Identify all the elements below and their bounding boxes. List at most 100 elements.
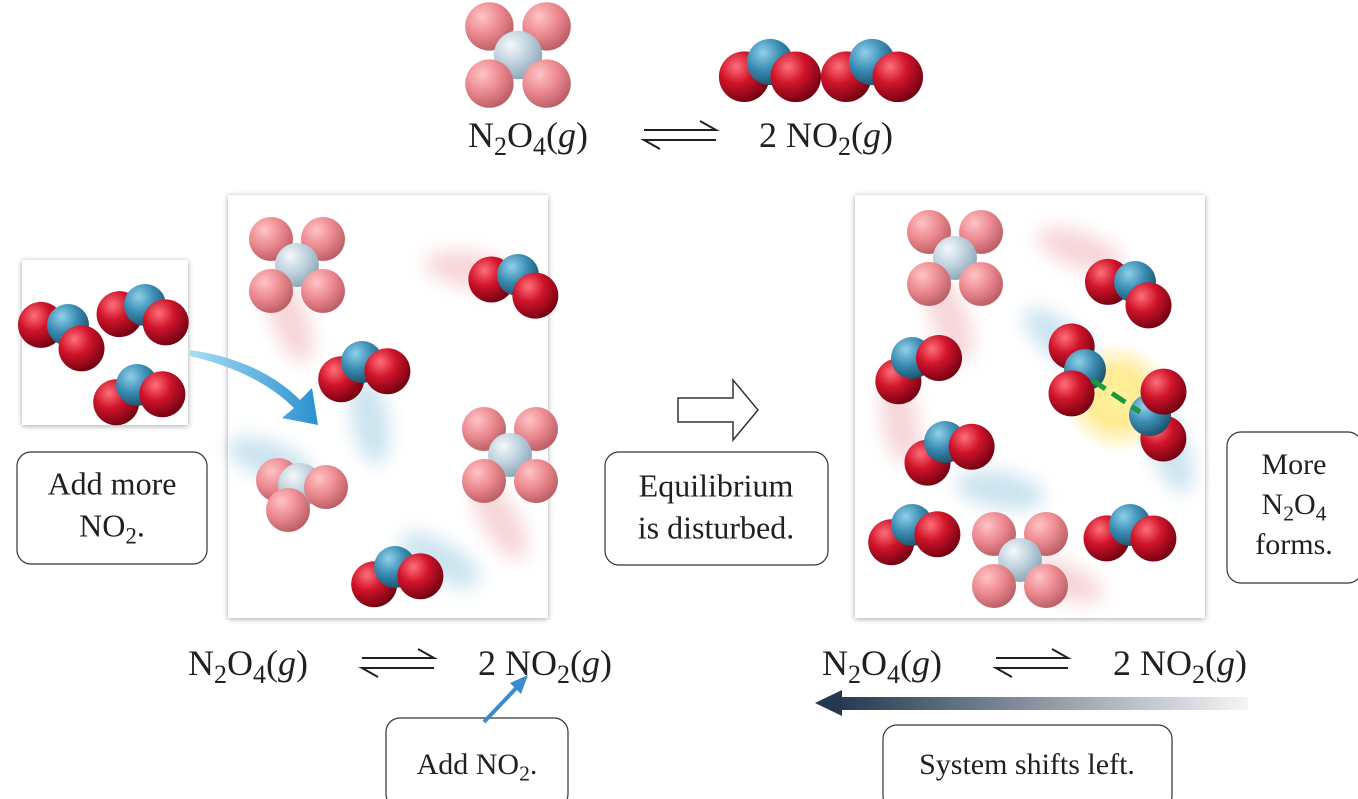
text-part: ) xyxy=(600,643,612,683)
text-part: 2 NO xyxy=(1113,643,1192,683)
shift-left-bar xyxy=(835,697,1248,710)
reverse-arrow xyxy=(358,667,434,678)
text-part: 2 xyxy=(519,762,530,786)
equilibrium-arrows xyxy=(992,648,1072,678)
text-part: ( xyxy=(570,643,582,683)
atom xyxy=(770,51,822,103)
atom xyxy=(1125,282,1172,329)
text-part: ( xyxy=(1205,643,1217,683)
shift-left-head xyxy=(815,690,842,716)
text-part: ) xyxy=(930,643,942,683)
motion-blur xyxy=(955,470,1045,510)
atom xyxy=(266,488,310,532)
label: Equilibrium xyxy=(639,468,794,504)
text-part: g xyxy=(558,115,576,155)
label: More xyxy=(1262,448,1327,481)
label: 2 NO2(g) xyxy=(478,643,612,689)
reverse-arrow xyxy=(640,139,716,150)
text-part: forms. xyxy=(1255,528,1333,561)
callout-box xyxy=(16,451,208,565)
text-part: 4 xyxy=(533,132,546,161)
atom xyxy=(948,423,995,470)
label: System shifts left. xyxy=(919,748,1135,781)
text-part: 2 xyxy=(125,523,137,549)
atom xyxy=(462,459,506,503)
text-part: Add NO xyxy=(417,748,520,781)
text-part: g xyxy=(912,643,930,683)
forward-arrow xyxy=(996,648,1072,659)
text-part: g xyxy=(863,115,881,155)
text-part: Equilibrium xyxy=(639,468,794,504)
add-arrow xyxy=(190,350,318,425)
atom xyxy=(514,459,558,503)
bond-forming xyxy=(1090,377,1142,415)
label: forms. xyxy=(1255,528,1333,561)
atom xyxy=(914,511,961,558)
molecules xyxy=(18,2,1193,608)
atom xyxy=(872,51,924,103)
reverse-arrow xyxy=(992,667,1068,678)
atom xyxy=(397,553,444,600)
text-part: 2 xyxy=(848,660,861,689)
text-part: O xyxy=(1294,488,1316,521)
text-part: . xyxy=(530,748,538,781)
text-part: ) xyxy=(881,115,893,155)
label: Add NO2. xyxy=(417,748,538,786)
forward-arrow xyxy=(644,120,720,131)
label: N2O4(g) xyxy=(468,115,588,161)
atom xyxy=(959,262,1003,306)
text-part: N xyxy=(188,643,214,683)
label: 2 NO2(g) xyxy=(1113,643,1247,689)
atom xyxy=(142,299,189,346)
callout-box xyxy=(1226,431,1358,584)
motion-blur xyxy=(400,532,480,588)
text-part: is disturbed. xyxy=(638,510,794,546)
text-part: N xyxy=(1262,488,1284,521)
atom xyxy=(139,371,186,418)
callout-box xyxy=(604,451,829,566)
atom xyxy=(972,564,1016,608)
texts: N2O4(g) 2 NO2(g)N2O4(g) 2 NO2(g) N2O4(g) 2 N… xyxy=(48,115,1333,786)
text-part: N xyxy=(822,643,848,683)
text-part: g xyxy=(582,643,600,683)
atom xyxy=(364,348,411,395)
text-part: ( xyxy=(900,643,912,683)
atom xyxy=(304,465,348,509)
text-part: O xyxy=(861,643,887,683)
text-part: g xyxy=(1217,643,1235,683)
atom xyxy=(1024,564,1068,608)
text-part: NO xyxy=(79,508,125,544)
atom xyxy=(907,262,951,306)
label: 2 NO2(g) xyxy=(759,115,893,161)
atom xyxy=(1140,368,1187,415)
label: N2O4(g) xyxy=(188,643,308,689)
add-pointer-head xyxy=(510,675,528,694)
text-part: Add more xyxy=(48,466,177,502)
text-part: 4 xyxy=(887,660,900,689)
equilibrium-arrows xyxy=(358,648,438,678)
text-part: 2 NO xyxy=(478,643,557,683)
text-part: 2 xyxy=(494,132,507,161)
text-part: System shifts left. xyxy=(919,748,1135,781)
atom xyxy=(301,269,345,313)
text-part: ) xyxy=(296,643,308,683)
label: Add more xyxy=(48,466,177,502)
text-part: 4 xyxy=(1316,502,1327,526)
atom xyxy=(465,59,514,108)
text-part: 2 xyxy=(838,132,851,161)
label: NO2. xyxy=(79,508,145,549)
text-part: 4 xyxy=(253,660,266,689)
text-part: g xyxy=(278,643,296,683)
callout-box xyxy=(882,724,1173,799)
label: N2O4(g) xyxy=(822,643,942,689)
text-part: N xyxy=(468,115,494,155)
text-part: O xyxy=(507,115,533,155)
atom xyxy=(522,59,571,108)
text-part: ( xyxy=(851,115,863,155)
atom xyxy=(249,269,293,313)
add-pointer xyxy=(482,682,522,724)
shift-arrow xyxy=(677,377,759,443)
atom xyxy=(1130,515,1177,562)
text-part: 2 NO xyxy=(759,115,838,155)
